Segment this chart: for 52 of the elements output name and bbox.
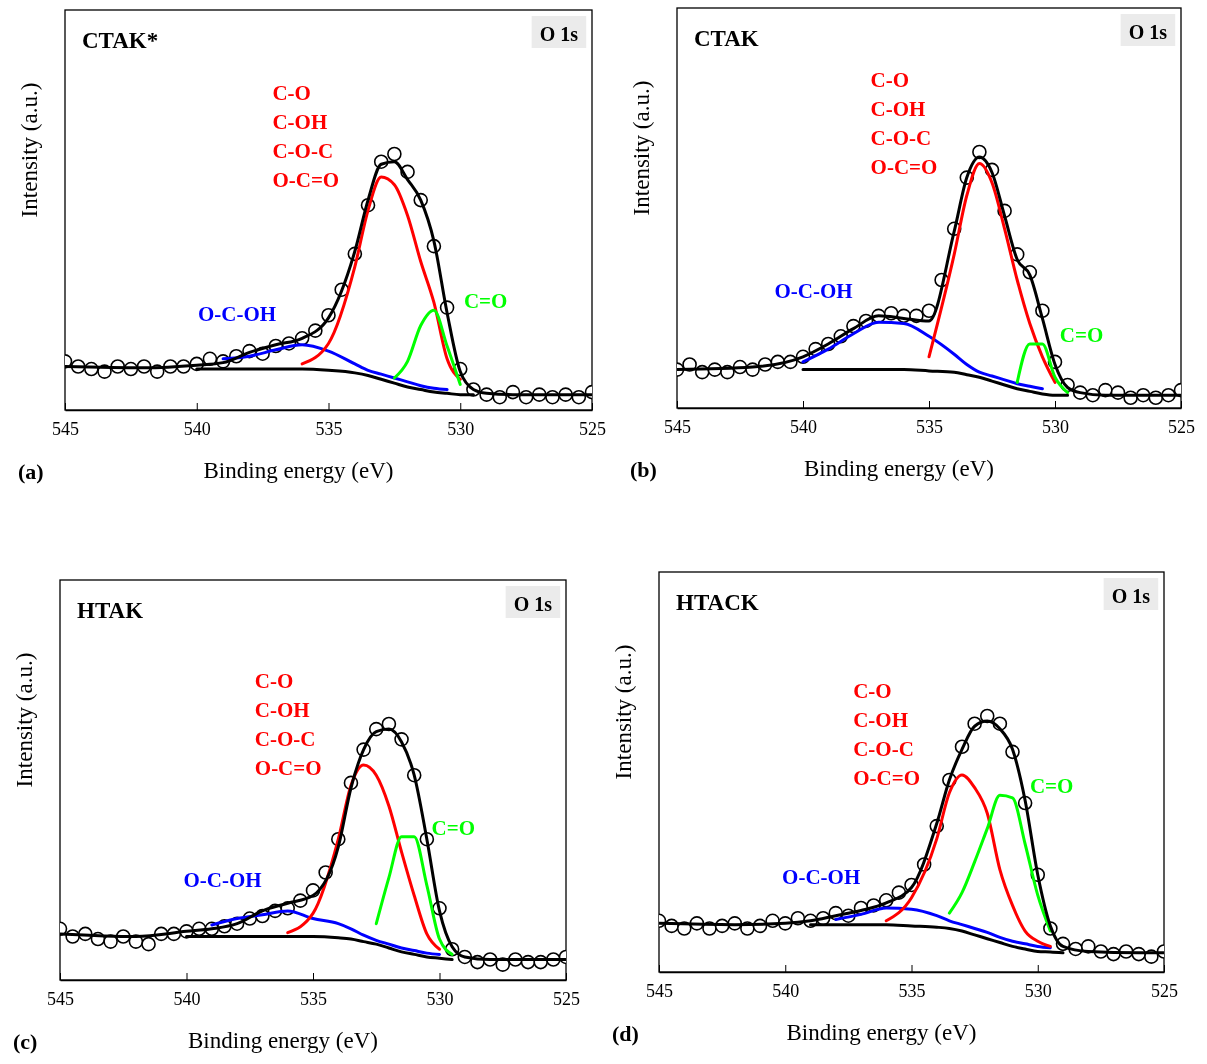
x-tick-label: 545 xyxy=(646,980,673,1001)
text: (b) xyxy=(630,457,657,482)
x-tick-label: 545 xyxy=(664,416,691,437)
x-axis-title: Binding energy (eV) xyxy=(203,458,394,483)
chart-title: HTAK xyxy=(77,598,144,623)
x-tick-label: 525 xyxy=(1151,980,1178,1001)
text: (d) xyxy=(612,1021,639,1046)
x-axis-title: Binding energy (eV) xyxy=(804,456,994,481)
x-tick-label: 535 xyxy=(916,416,943,437)
x-tick-label: 525 xyxy=(1168,416,1195,437)
x-tick-label: 540 xyxy=(183,418,211,439)
x-tick-label: 535 xyxy=(898,980,926,1001)
series-label: C=O xyxy=(1029,774,1074,799)
chart-title: CTAK* xyxy=(82,28,159,53)
x-tick-label: 530 xyxy=(426,988,454,1009)
x-tick-label: 540 xyxy=(173,988,201,1009)
series-label: C=O xyxy=(431,815,476,840)
x-tick-label: 535 xyxy=(315,418,343,439)
series-label: O-C-OH xyxy=(782,865,861,889)
series-label: C-O C-OH C-O-C O-C=O xyxy=(254,668,322,780)
x-tick-label: 525 xyxy=(553,988,580,1009)
series-label: O-C-OH xyxy=(183,867,262,892)
x-tick-label: 540 xyxy=(772,980,800,1001)
series-label: C-O C-OH C-O-C O-C=O xyxy=(272,81,340,193)
chart-subtitle: O 1s xyxy=(513,593,553,615)
x-tick-label: 545 xyxy=(47,988,74,1009)
x-tick-label: 535 xyxy=(300,988,327,1009)
chart-subtitle: O 1s xyxy=(539,23,579,45)
x-axis-title: Binding energy (eV) xyxy=(786,1020,977,1045)
y-axis-title: Intensity (a.u.) xyxy=(611,644,636,780)
x-tick-label: 540 xyxy=(790,416,817,437)
x-tick-label: 530 xyxy=(1042,416,1069,437)
x-tick-label: 545 xyxy=(52,418,79,439)
x-tick-label: 530 xyxy=(1024,980,1052,1001)
x-tick-label: 530 xyxy=(447,418,475,439)
chart-title: CTAK xyxy=(694,26,759,51)
y-axis-title: Intensity (a.u.) xyxy=(12,652,37,788)
series-label: O-C-OH xyxy=(774,279,853,304)
series-label: O-C-OH xyxy=(197,301,277,326)
x-tick-label: 525 xyxy=(579,418,606,439)
chart-title: HTACK xyxy=(676,590,759,615)
chart-subtitle: O 1s xyxy=(1128,21,1168,43)
series-label: C=O xyxy=(1059,323,1104,347)
text: (c) xyxy=(13,1029,38,1054)
text: (a) xyxy=(18,459,44,484)
x-axis-title: Binding energy (eV) xyxy=(188,1028,378,1053)
series-label: C=O xyxy=(463,289,508,314)
y-axis-title: Intensity (a.u.) xyxy=(629,80,654,216)
series-label: C-O C-OH C-O-C O-C=O xyxy=(853,678,920,790)
y-axis-title: Intensity (a.u.) xyxy=(17,82,42,218)
series-label: C-O C-OH C-O-C O-C=O xyxy=(870,67,938,179)
chart-subtitle: O 1s xyxy=(1111,585,1151,607)
